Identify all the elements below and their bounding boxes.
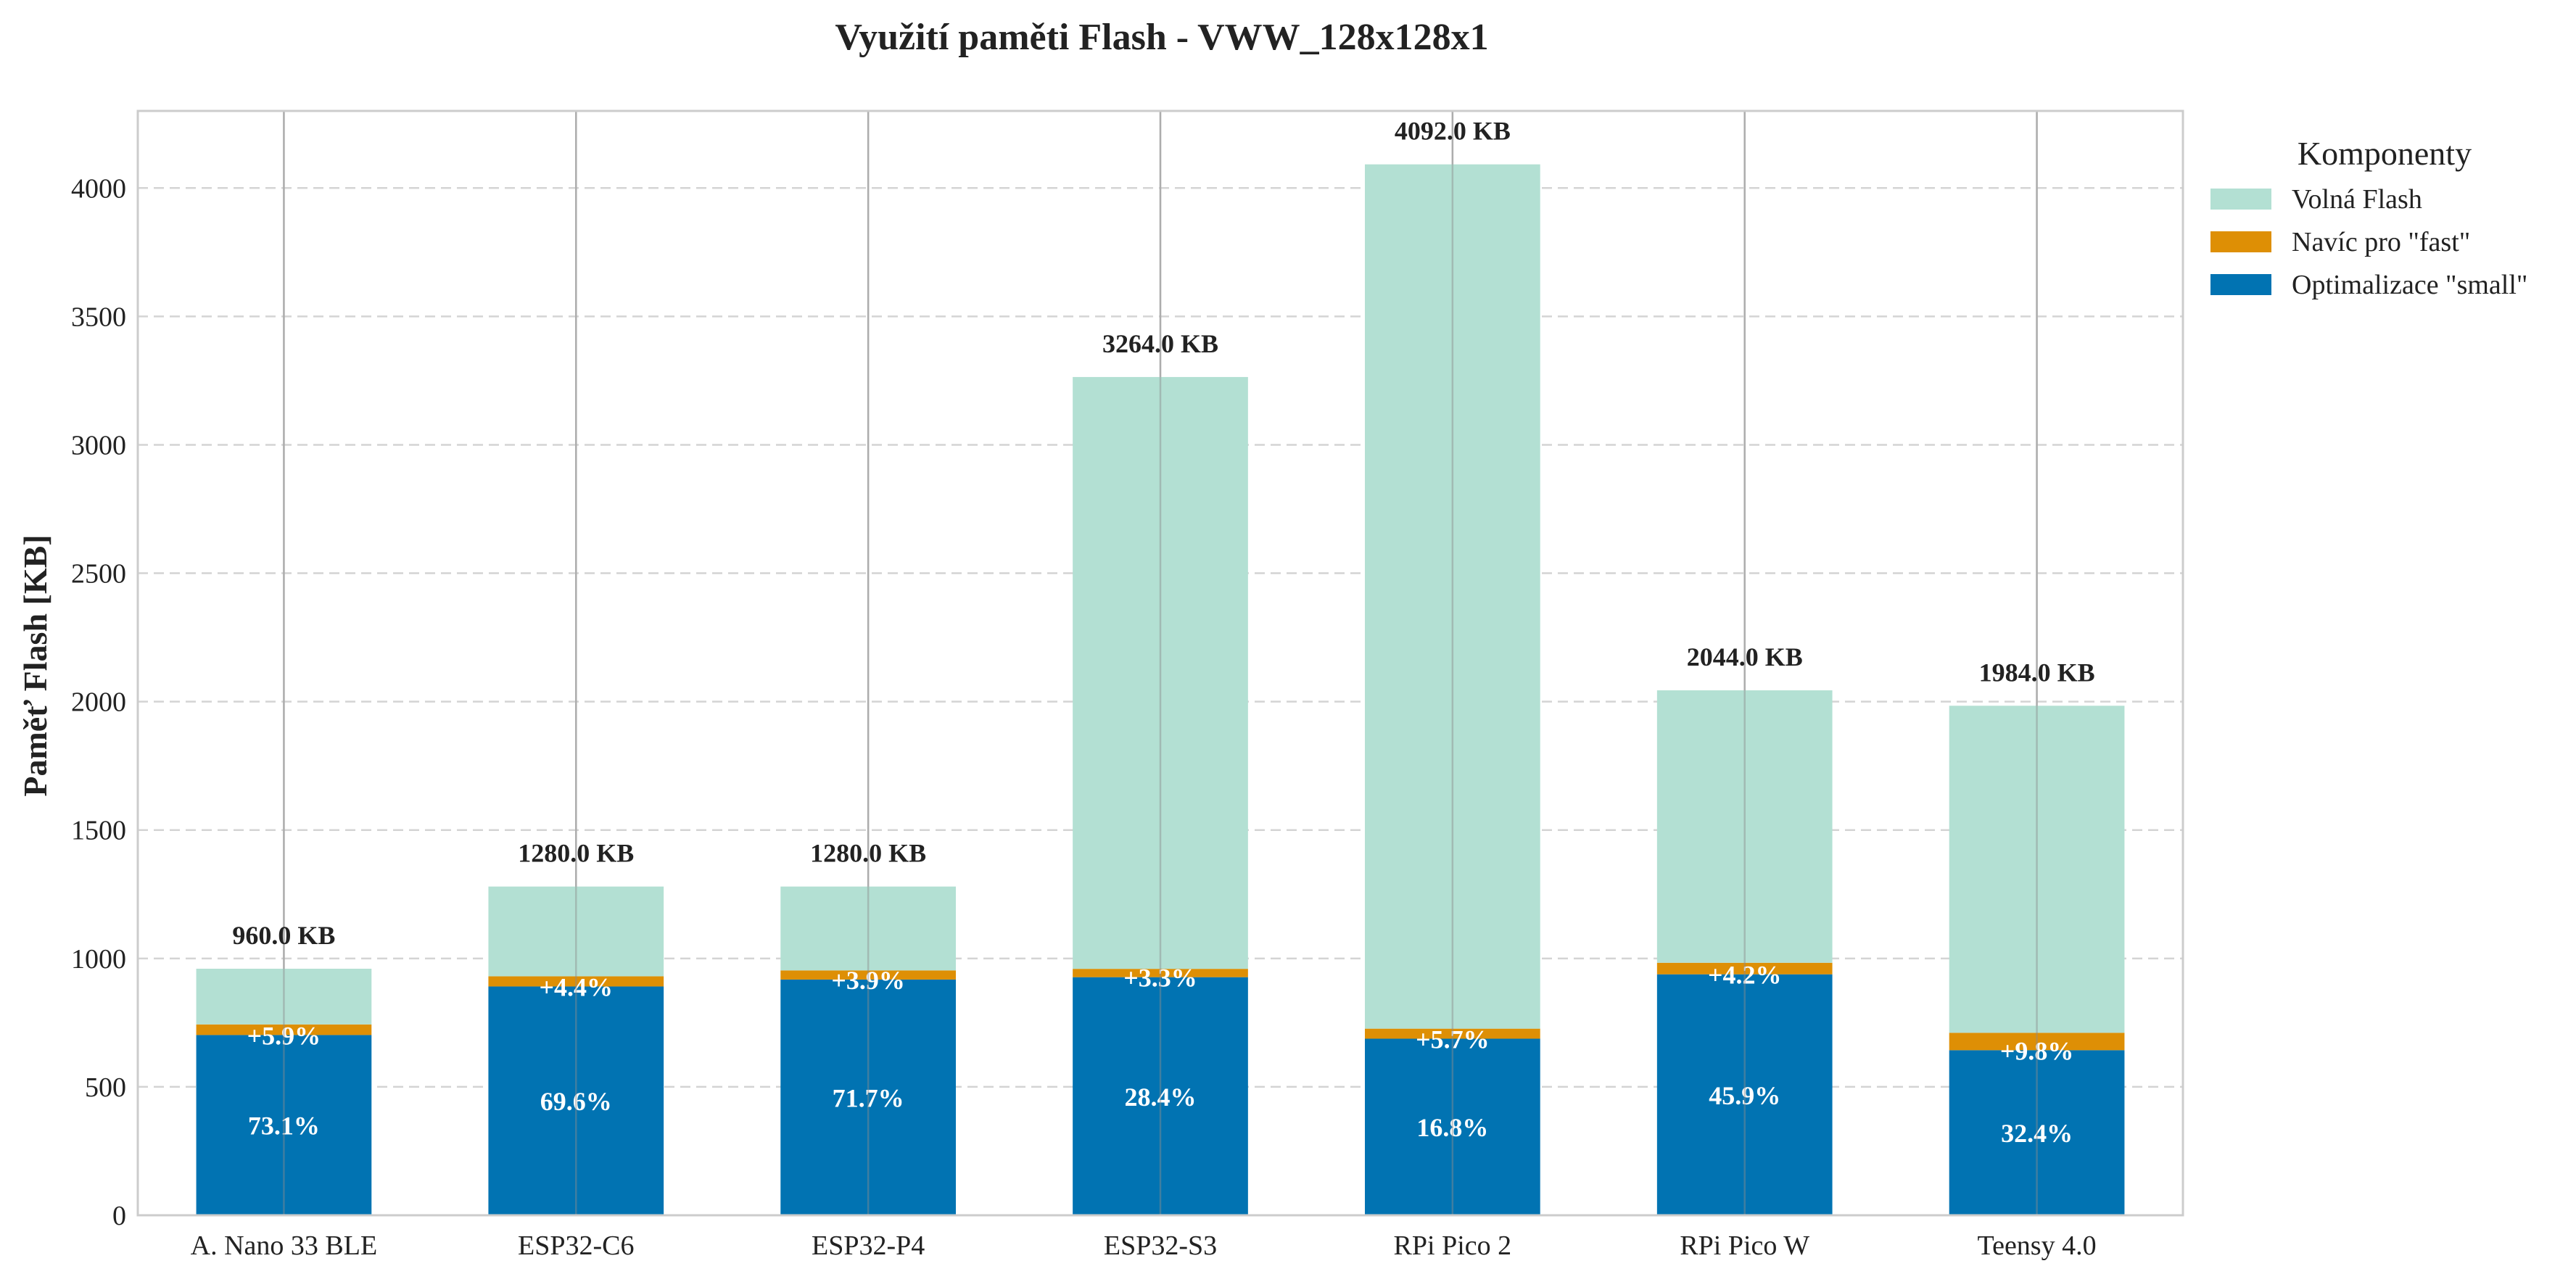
- bar-value-label: +4.2%: [1708, 961, 1782, 990]
- bar-segment: [1365, 1038, 1540, 1215]
- bar-segment: [1949, 1033, 2125, 1051]
- y-tick-label: 2500: [71, 559, 126, 590]
- x-tick-label: Teensy 4.0: [1978, 1230, 2097, 1261]
- bar-segment: [1949, 706, 2125, 1033]
- legend-label: Volná Flash: [2292, 184, 2422, 215]
- bar-segment: [488, 986, 664, 1215]
- bar-segment: [780, 886, 956, 971]
- bar-total-label: 1280.0 KB: [810, 839, 926, 868]
- bar-segment: [1656, 690, 1833, 963]
- y-tick-label: 0: [112, 1201, 126, 1231]
- y-tick-label: 2000: [71, 687, 126, 718]
- bar-segment: [196, 1035, 372, 1215]
- bar-segment: [1073, 376, 1248, 969]
- bar-value-label: 32.4%: [2001, 1119, 2073, 1148]
- bar-value-label: +5.9%: [247, 1021, 321, 1050]
- legend-label: Optimalizace "small": [2292, 270, 2527, 300]
- bar-segment: [196, 1024, 372, 1035]
- y-axis-label: Paměť Flash [KB]: [17, 534, 54, 796]
- legend-swatch: [2210, 231, 2271, 252]
- bar-value-label: +3.9%: [831, 966, 905, 995]
- bar-segment: [1365, 164, 1540, 1029]
- legend-title: Komponenty: [2298, 135, 2472, 172]
- bar-value-label: 45.9%: [1709, 1081, 1780, 1110]
- bar-total-label: 1984.0 KB: [1979, 658, 2095, 687]
- bar-value-label: +9.8%: [2000, 1036, 2074, 1065]
- bar-value-label: 16.8%: [1416, 1113, 1488, 1142]
- bar-value-label: 69.6%: [540, 1087, 612, 1116]
- bar-total-label: 2044.0 KB: [1687, 642, 1803, 671]
- bar-value-label: 71.7%: [833, 1083, 904, 1112]
- bar-segment: [1365, 1028, 1540, 1039]
- y-tick-label: 1500: [71, 816, 126, 846]
- axes-layer: 0 500 1000 1500 2000 2500 3000 3500 4000 A. Nano …: [71, 109, 2184, 1261]
- legend-swatch: [2210, 189, 2271, 210]
- bar-total-label: 3264.0 KB: [1102, 329, 1218, 358]
- x-tick-label: ESP32-P4: [812, 1230, 925, 1261]
- plot-frame: [136, 109, 2184, 1217]
- bar-segment: [780, 970, 956, 980]
- bar-segment: [196, 968, 372, 1025]
- x-tick-label: RPi Pico W: [1680, 1230, 1809, 1261]
- legend: Komponenty Volná Flash Navíc pro "fast" Op…: [2210, 135, 2527, 300]
- x-tick-label: RPi Pico 2: [1394, 1230, 1512, 1261]
- chart-title: Využití paměti Flash - VWW_128x128x1: [835, 17, 1488, 58]
- bar-segment: [1073, 977, 1248, 1215]
- x-tick-label: ESP32-S3: [1104, 1230, 1217, 1261]
- bar-segment: [1073, 969, 1248, 977]
- bar-value-label: 28.4%: [1125, 1083, 1197, 1112]
- bar-segment: [488, 886, 664, 977]
- y-tick-label: 4000: [71, 173, 126, 204]
- bar-segment: [1656, 962, 1833, 975]
- bar-segment: [1949, 1050, 2125, 1215]
- y-tick-label: 1000: [71, 944, 126, 975]
- x-tick-label: ESP32-C6: [518, 1230, 634, 1261]
- legend-label: Navíc pro "fast": [2292, 227, 2470, 257]
- legend-swatch: [2210, 274, 2271, 295]
- x-tick-label: A. Nano 33 BLE: [191, 1230, 378, 1261]
- y-tick-label: 3500: [71, 302, 126, 332]
- bar-total-label: 960.0 KB: [232, 921, 335, 950]
- bar-total-label: 1280.0 KB: [518, 839, 634, 868]
- y-tick-label: 500: [85, 1072, 126, 1103]
- bar-value-label: +4.4%: [540, 972, 614, 1001]
- bar-value-label: +5.7%: [1416, 1025, 1490, 1054]
- bar-value-label: 73.1%: [248, 1112, 320, 1141]
- bars-layer: 73.1% +5.9% 960.0 KB 69.6% +4.4% 1280.0 KB 71.…: [196, 111, 2125, 1215]
- bar-segment: [1656, 974, 1833, 1215]
- bar-segment: [488, 976, 664, 987]
- y-tick-label: 3000: [71, 430, 126, 460]
- bar-total-label: 4092.0 KB: [1395, 117, 1511, 146]
- bar-segment: [780, 979, 956, 1215]
